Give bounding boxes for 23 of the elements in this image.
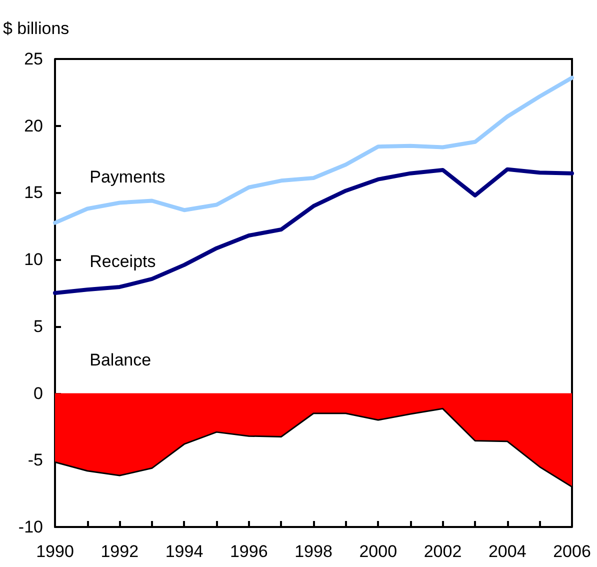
x-tick-label: 1992 [100,542,139,561]
y-tick-label: 20 [24,116,43,136]
y-tick-label: 25 [24,50,43,68]
x-tick-label: 1994 [165,542,204,561]
series-label: Payments [90,168,166,187]
x-tick-label: 1996 [230,542,268,561]
y-tick-label: 10 [24,250,43,270]
y-tick-label: -5 [28,450,43,470]
y-tick-label: 5 [34,316,43,336]
x-tick-label: 2006 [553,542,591,561]
y-axis-title: $ billions [3,19,70,38]
y-tick-label: -10 [18,518,43,536]
series-label: Receipts [90,252,156,271]
x-tick-label: 2000 [359,542,398,561]
x-tick-label: 2004 [488,542,526,561]
line-series [53,76,574,225]
y-tick-label: 0 [34,384,43,403]
series-label: Balance [90,350,152,370]
x-tick-label: 2002 [424,542,462,561]
line-series [53,167,574,295]
x-tick-label: 1990 [36,542,74,561]
x-tick-label: 1998 [294,542,332,561]
y-tick-label: 15 [24,183,43,202]
